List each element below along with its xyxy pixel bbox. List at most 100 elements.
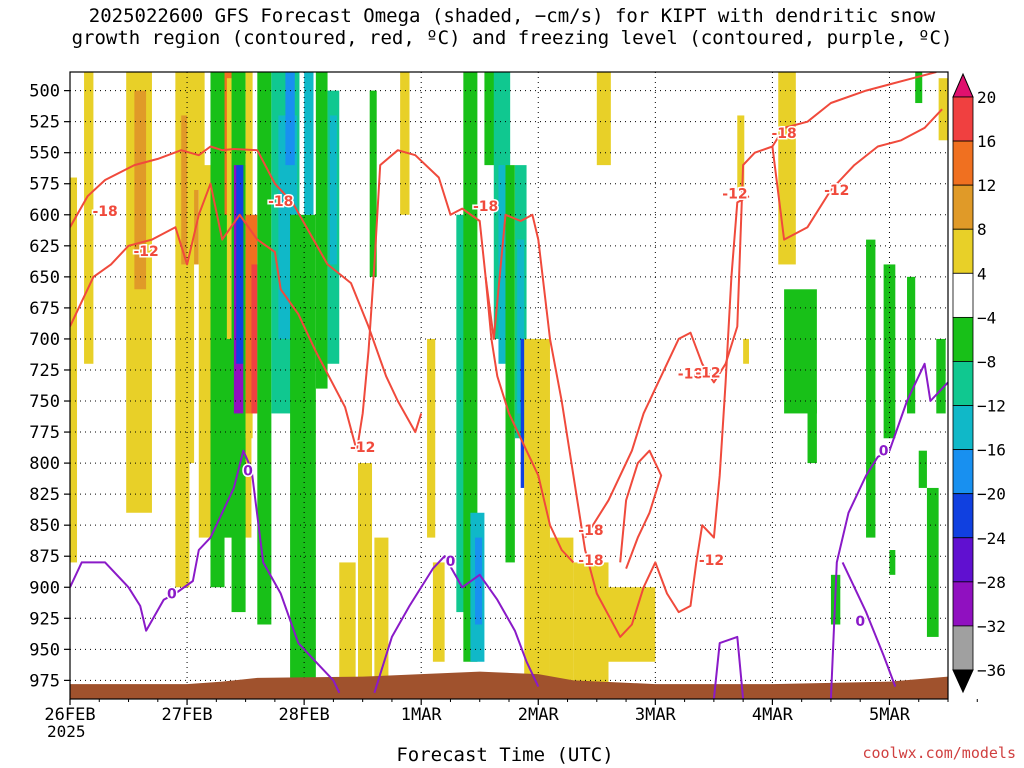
freezing-level-3 — [712, 635, 745, 699]
contour-label-dgz: -18 — [771, 126, 796, 142]
omega-band — [192, 72, 205, 190]
omega-band — [187, 72, 195, 464]
y-axis: 500 525 550 575 600 625 650 675 700 725 750 775 800 8… — [29, 82, 70, 691]
y-tick-label: 925 — [29, 609, 60, 629]
y-tick-label: 500 — [29, 82, 60, 102]
contour-labels: -18-12-18 -18-12-18-18-12-18-12-12-18-120… — [91, 124, 890, 631]
contour-label-dgz: -18 — [578, 523, 603, 539]
colorbar-label: 8 — [977, 220, 987, 239]
x-tick-label: 3MAR — [635, 705, 677, 725]
colorbar-segment — [952, 272, 974, 318]
contour-label-dgz: -12 — [695, 365, 720, 381]
contour-label-freezing: 0 — [879, 444, 889, 460]
colorbar-label: −28 — [977, 573, 1006, 592]
x-axis-title: Forecast Time (UTC) — [396, 744, 614, 766]
x-tick-label: 27FEB — [161, 705, 212, 725]
omega-band — [339, 562, 356, 687]
contour-dgz-ring — [619, 449, 663, 569]
y-tick-label: 525 — [29, 113, 60, 133]
omega-band — [369, 90, 377, 277]
omega-band — [498, 165, 506, 364]
colorbar-segment — [952, 96, 974, 142]
omega-band — [285, 72, 295, 166]
y-tick-label: 550 — [29, 144, 60, 164]
contour-dgz-12 — [70, 182, 358, 451]
omega-band — [134, 90, 147, 290]
contour-label-dgz: -12 — [699, 553, 724, 569]
colorbar-label: −16 — [977, 441, 1006, 460]
freezing-level-1 — [70, 449, 341, 694]
x-tick-label: 2MAR — [518, 705, 560, 725]
colorbar-segment — [952, 140, 974, 186]
terrain-surface — [70, 671, 948, 699]
colorbar-label: −32 — [977, 617, 1006, 636]
y-tick-label: 600 — [29, 206, 60, 226]
contour-label-freezing: 0 — [446, 554, 456, 570]
contour-label-dgz: -12 — [824, 183, 849, 199]
x-axis: 26FEB 27FEB 28FEB 1MAR 2MAR 3MAR 4MAR 5MAR — [44, 699, 978, 725]
contour-label-dgz: -12 — [350, 440, 375, 456]
freezing-level-4 — [829, 362, 948, 699]
colorbar-label: 4 — [977, 264, 987, 283]
y-tick-label: 800 — [29, 454, 60, 474]
omega-band — [257, 72, 272, 625]
omega-band — [778, 72, 796, 265]
colorbar-segment — [952, 581, 974, 627]
colorbar-segment — [952, 405, 974, 451]
colorbar: 20 16 12 8 4 −4 −8 −12 −16 −20 −24 −28 −32 −36 — [952, 72, 1006, 694]
omega-band — [807, 401, 817, 464]
omega-band — [883, 264, 896, 439]
colorbar-bottom-arrow — [952, 669, 974, 694]
contour-dgz-12-b — [355, 149, 750, 638]
y-tick-label: 750 — [29, 392, 60, 412]
omega-band — [236, 165, 244, 364]
colorbar-label: −4 — [977, 308, 996, 327]
contour-lines — [70, 72, 948, 699]
contour-label-dgz: -18 — [268, 194, 293, 210]
omega-band — [484, 72, 497, 166]
x-tick-label: 1MAR — [401, 705, 443, 725]
colorbar-label: 16 — [977, 132, 996, 151]
y-tick-label: 575 — [29, 175, 60, 195]
colorbar-label: 12 — [977, 176, 996, 195]
omega-band — [70, 177, 78, 563]
omega-band — [400, 72, 410, 215]
colorbar-segment — [952, 316, 974, 362]
omega-band — [596, 72, 611, 166]
omega-band — [889, 550, 896, 575]
contour-label-dgz: -18 — [578, 553, 603, 569]
colorbar-segment — [952, 537, 974, 583]
contour-label-dgz: -18 — [473, 199, 498, 215]
omega-band — [573, 562, 609, 687]
omega-band — [520, 338, 525, 488]
contour-label-dgz: -18 — [678, 367, 703, 383]
omega-band — [427, 338, 436, 538]
omega-band — [938, 78, 948, 141]
y-tick-label: 725 — [29, 361, 60, 381]
y-tick-label: 950 — [29, 640, 60, 660]
colorbar-label: −36 — [977, 661, 1006, 680]
omega-band — [743, 338, 749, 364]
colorbar-label: −8 — [977, 352, 996, 371]
y-tick-label: 825 — [29, 485, 60, 505]
chart-title-line1: 2025022600 GFS Forecast Omega (shaded, −… — [88, 5, 936, 27]
y-tick-label: 700 — [29, 330, 60, 350]
omega-band — [475, 537, 483, 625]
x-tick-label: 4MAR — [752, 705, 794, 725]
omega-band — [524, 338, 550, 687]
omega-band — [357, 463, 373, 687]
contour-label-freezing: 0 — [243, 464, 253, 480]
contour-label-dgz: -12 — [722, 187, 747, 203]
omega-band — [866, 239, 876, 538]
credit-text: coolwx.com/models — [862, 744, 1016, 762]
omega-band — [915, 72, 923, 104]
colorbar-segment — [952, 184, 974, 230]
contour-dgz-18 — [70, 145, 423, 434]
x-tick-label: 5MAR — [869, 705, 911, 725]
contour-dgz-12-c — [584, 108, 943, 539]
omega-band — [329, 115, 337, 265]
contour-label-dgz: -12 — [133, 244, 158, 260]
chart-title-line2: growth region (contoured, red, ºC) and f… — [71, 27, 953, 49]
contour-dgz-18-b — [484, 276, 575, 564]
